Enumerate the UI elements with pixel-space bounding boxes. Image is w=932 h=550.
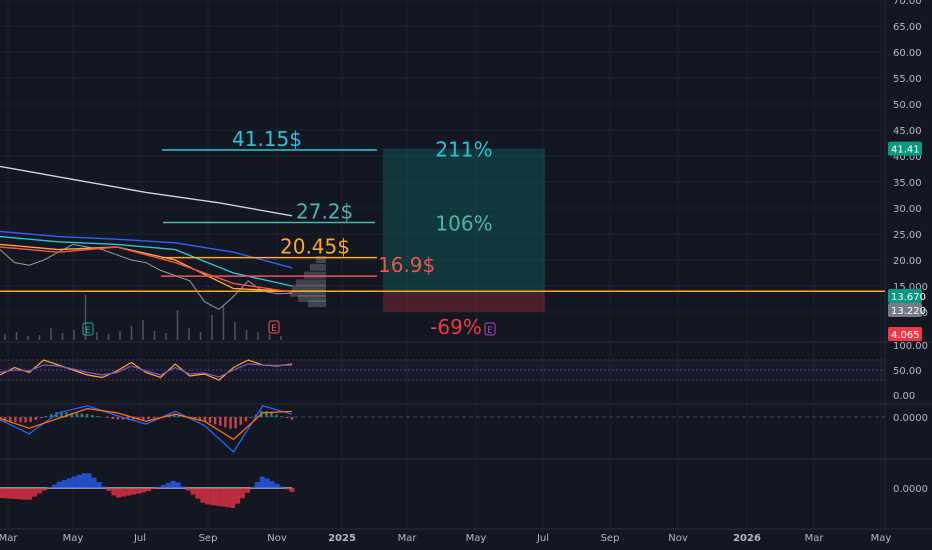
rsi-band: [0, 360, 885, 380]
time-axis-tick: Nov: [668, 533, 688, 544]
volume-profile-bar: [316, 256, 326, 263]
price-tag: [888, 303, 922, 317]
price-axis-tick: 30.00: [893, 204, 922, 215]
price-axis-tick: 40.00: [893, 152, 922, 163]
macd-axis-tick: 0.0000: [893, 413, 928, 424]
price-tag-label: 41.41: [891, 145, 920, 156]
loss-zone[interactable]: [383, 292, 545, 312]
rsi-line: [0, 359, 293, 381]
price-axis-tick: 25.00: [893, 230, 922, 241]
price-axis-tick: 50.00: [893, 100, 922, 111]
position-loss-label: -69%: [430, 315, 482, 339]
position-profit-label: 106%: [435, 212, 492, 236]
time-axis-tick: Mar: [398, 533, 418, 544]
series-ma-orange: [0, 243, 293, 292]
price-axis-tick: 45.00: [893, 126, 922, 137]
macd-line: [0, 405, 293, 454]
rsi-axis-tick: 50.00: [893, 366, 922, 377]
earnings-badge[interactable]: [268, 320, 280, 334]
time-axis-tick: Nov: [267, 533, 287, 544]
series-price: [0, 243, 293, 311]
volume-profile-bar: [304, 271, 326, 279]
volume-profile-bar: [296, 279, 326, 287]
rsi-signal-line: [0, 363, 293, 378]
time-axis-tick: Jul: [536, 533, 549, 544]
series-ma-cyan: [0, 235, 293, 287]
earnings-badge-label: E: [487, 326, 493, 336]
volume-profile-bar: [310, 263, 326, 271]
macd-signal-line: [0, 407, 293, 441]
price-tag-label: 13.670: [891, 292, 926, 303]
target-label: 41.15$: [232, 127, 302, 151]
profit-zone[interactable]: [383, 148, 545, 293]
price-axis-tick: 70.00: [893, 0, 922, 7]
position-profit-label: 211%: [435, 138, 492, 162]
price-tag: [888, 289, 922, 303]
price-tag-label: 13.220: [891, 306, 926, 317]
time-axis-tick: Mar: [805, 533, 825, 544]
time-axis-tick: Mar: [0, 533, 18, 544]
price-axis-tick: 15.000: [893, 282, 928, 293]
price-axis-tick: 35.00: [893, 178, 922, 189]
time-axis-tick: 2025: [328, 533, 356, 544]
target-label: 20.45$: [280, 235, 350, 259]
series-ma-blue: [0, 230, 293, 269]
earnings-badge-label: E: [85, 326, 91, 336]
time-axis-tick: 2026: [733, 533, 761, 544]
price-axis-tick: 55.00: [893, 74, 922, 85]
rsi-axis-tick: 100.00: [893, 341, 928, 352]
volume-profile-bar: [290, 289, 326, 297]
time-axis-tick: May: [63, 533, 84, 544]
earnings-badge[interactable]: [82, 322, 94, 336]
series-ma-long: [0, 165, 293, 217]
earnings-badge[interactable]: [484, 322, 496, 336]
series-ma-red: [0, 246, 293, 293]
volume-profile-bar: [298, 295, 326, 302]
price-axis-tick: 20.00: [893, 256, 922, 267]
price-axis-tick: 60.00: [893, 48, 922, 59]
price-tag-label: 4.065: [891, 330, 920, 341]
time-axis-tick: Sep: [199, 533, 218, 544]
time-axis-tick: Jul: [133, 533, 146, 544]
osc-axis-tick: 0.0000: [893, 484, 928, 495]
price-tag: [888, 327, 922, 341]
time-axis-tick: Sep: [601, 533, 620, 544]
time-axis-tick: May: [871, 533, 892, 544]
earnings-badge-label: E: [271, 324, 277, 334]
price-axis-tick: 65.00: [893, 22, 922, 33]
price-tag: [888, 141, 922, 156]
time-axis-tick: May: [466, 533, 487, 544]
volume-profile-bar: [308, 300, 326, 308]
target-label: 27.2$: [296, 200, 353, 224]
volume-profile-bar: [292, 284, 326, 292]
target-label: 16.9$: [378, 253, 435, 277]
rsi-axis-tick: 0.00: [893, 391, 915, 402]
